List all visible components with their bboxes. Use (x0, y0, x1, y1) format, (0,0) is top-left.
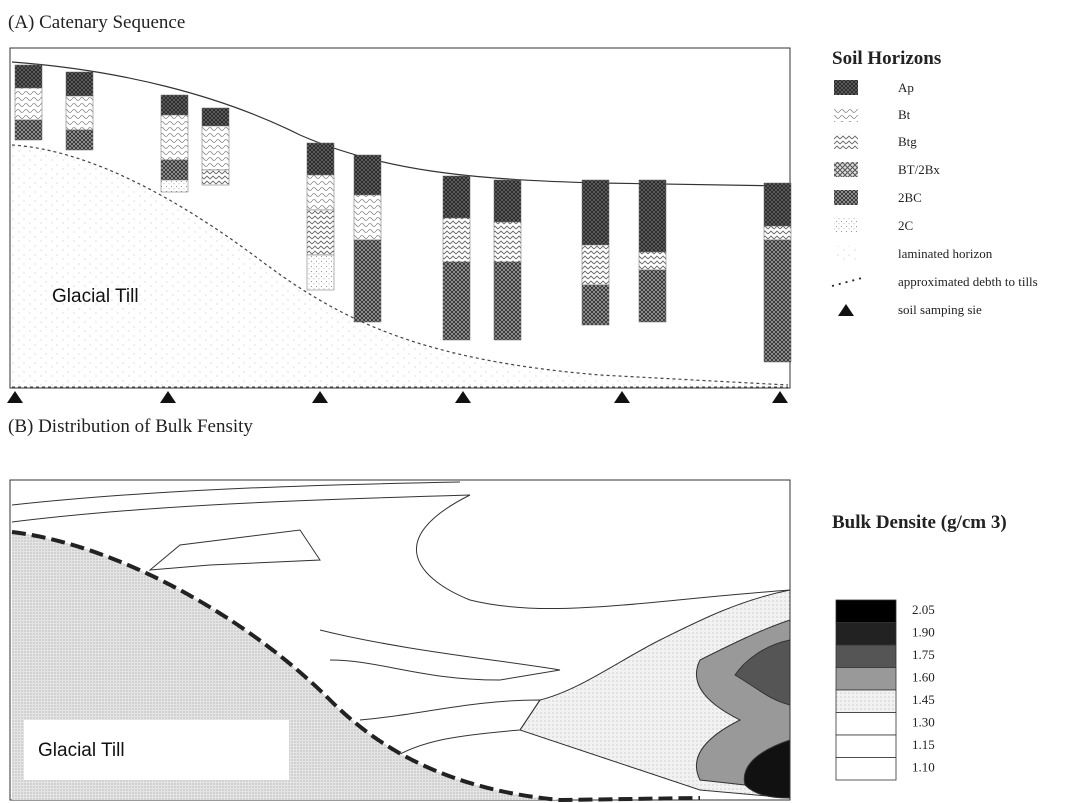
sampling-site (7, 391, 23, 403)
sampling-site (455, 391, 471, 403)
horizon (66, 72, 93, 96)
legend-label: soil samping sie (898, 302, 982, 317)
legend-band (836, 645, 896, 668)
horizon (202, 108, 229, 126)
legend-label: 1.15 (912, 737, 935, 752)
legend-label: 1.90 (912, 625, 935, 640)
panel-title: (B) Distribution of Bulk Fensity (8, 416, 253, 437)
horizon (161, 115, 188, 160)
legend-title: Bulk Densite (g/cm 3) (832, 512, 1007, 533)
horizon (66, 130, 93, 150)
horizon (764, 183, 791, 226)
till-label: Glacial Till (38, 740, 125, 761)
legend-label: approximated debth to tills (898, 274, 1038, 289)
horizon (307, 143, 334, 175)
figure: (A) Catenary Sequence Glacial Till Soil … (0, 0, 1076, 803)
horizon (764, 226, 791, 240)
legend-band (836, 758, 896, 781)
legend-swatch (834, 162, 858, 177)
till-area (12, 145, 788, 387)
legend-band (836, 735, 896, 758)
horizon (443, 218, 470, 262)
horizon (639, 270, 666, 322)
till-label: Glacial Till (52, 286, 139, 307)
legend-label: 1.60 (912, 670, 935, 685)
legend-band (836, 600, 896, 623)
legend-label: BT/2Bx (898, 162, 940, 177)
horizon (66, 96, 93, 130)
panel-title: (A) Catenary Sequence (8, 12, 185, 33)
legend-label: Btg (898, 134, 917, 149)
legend-title: Soil Horizons (832, 48, 941, 69)
legend-label: 1.75 (912, 647, 935, 662)
horizon (443, 176, 470, 218)
legend-swatch (834, 218, 858, 233)
horizon (354, 195, 381, 240)
horizon (582, 180, 609, 245)
sampling-site (160, 391, 176, 403)
horizon (202, 170, 229, 185)
legend-swatch (832, 278, 862, 286)
horizon (639, 180, 666, 252)
legend-swatch (834, 107, 858, 122)
horizon (354, 155, 381, 195)
legend-band (836, 690, 896, 713)
horizon (639, 252, 666, 270)
sampling-site (312, 391, 328, 403)
sampling-site (772, 391, 788, 403)
legend-label: 1.10 (912, 760, 935, 775)
horizon (161, 160, 188, 180)
legend-label: Ap (898, 80, 914, 95)
horizon (494, 180, 521, 222)
horizon (202, 126, 229, 170)
horizon (354, 240, 381, 322)
sampling-site (614, 391, 630, 403)
legend-label: laminated horizon (898, 246, 993, 261)
horizon (15, 88, 42, 120)
horizon (15, 65, 42, 88)
legend-label: Bt (898, 107, 911, 122)
legend-label: 2BC (898, 190, 922, 205)
legend-swatch (834, 80, 858, 95)
ground-surface (12, 62, 788, 186)
legend-swatch (834, 190, 858, 205)
horizon (307, 210, 334, 255)
legend-band (836, 668, 896, 691)
horizon (15, 120, 42, 140)
horizon (494, 222, 521, 262)
legend-band (836, 713, 896, 736)
legend-swatch (834, 134, 858, 149)
horizon (764, 240, 791, 362)
horizon (307, 175, 334, 210)
horizon (161, 180, 188, 192)
horizon (582, 245, 609, 285)
horizon (494, 262, 521, 340)
horizon (443, 262, 470, 340)
legend-band (836, 623, 896, 646)
legend-label: 2C (898, 218, 913, 233)
legend-swatch (834, 246, 858, 261)
legend-label: 2.05 (912, 602, 935, 617)
legend-swatch (838, 304, 854, 316)
horizon (307, 255, 334, 290)
legend-label: 1.30 (912, 715, 935, 730)
legend-label: 1.45 (912, 692, 935, 707)
horizon (161, 95, 188, 115)
horizon (582, 285, 609, 325)
